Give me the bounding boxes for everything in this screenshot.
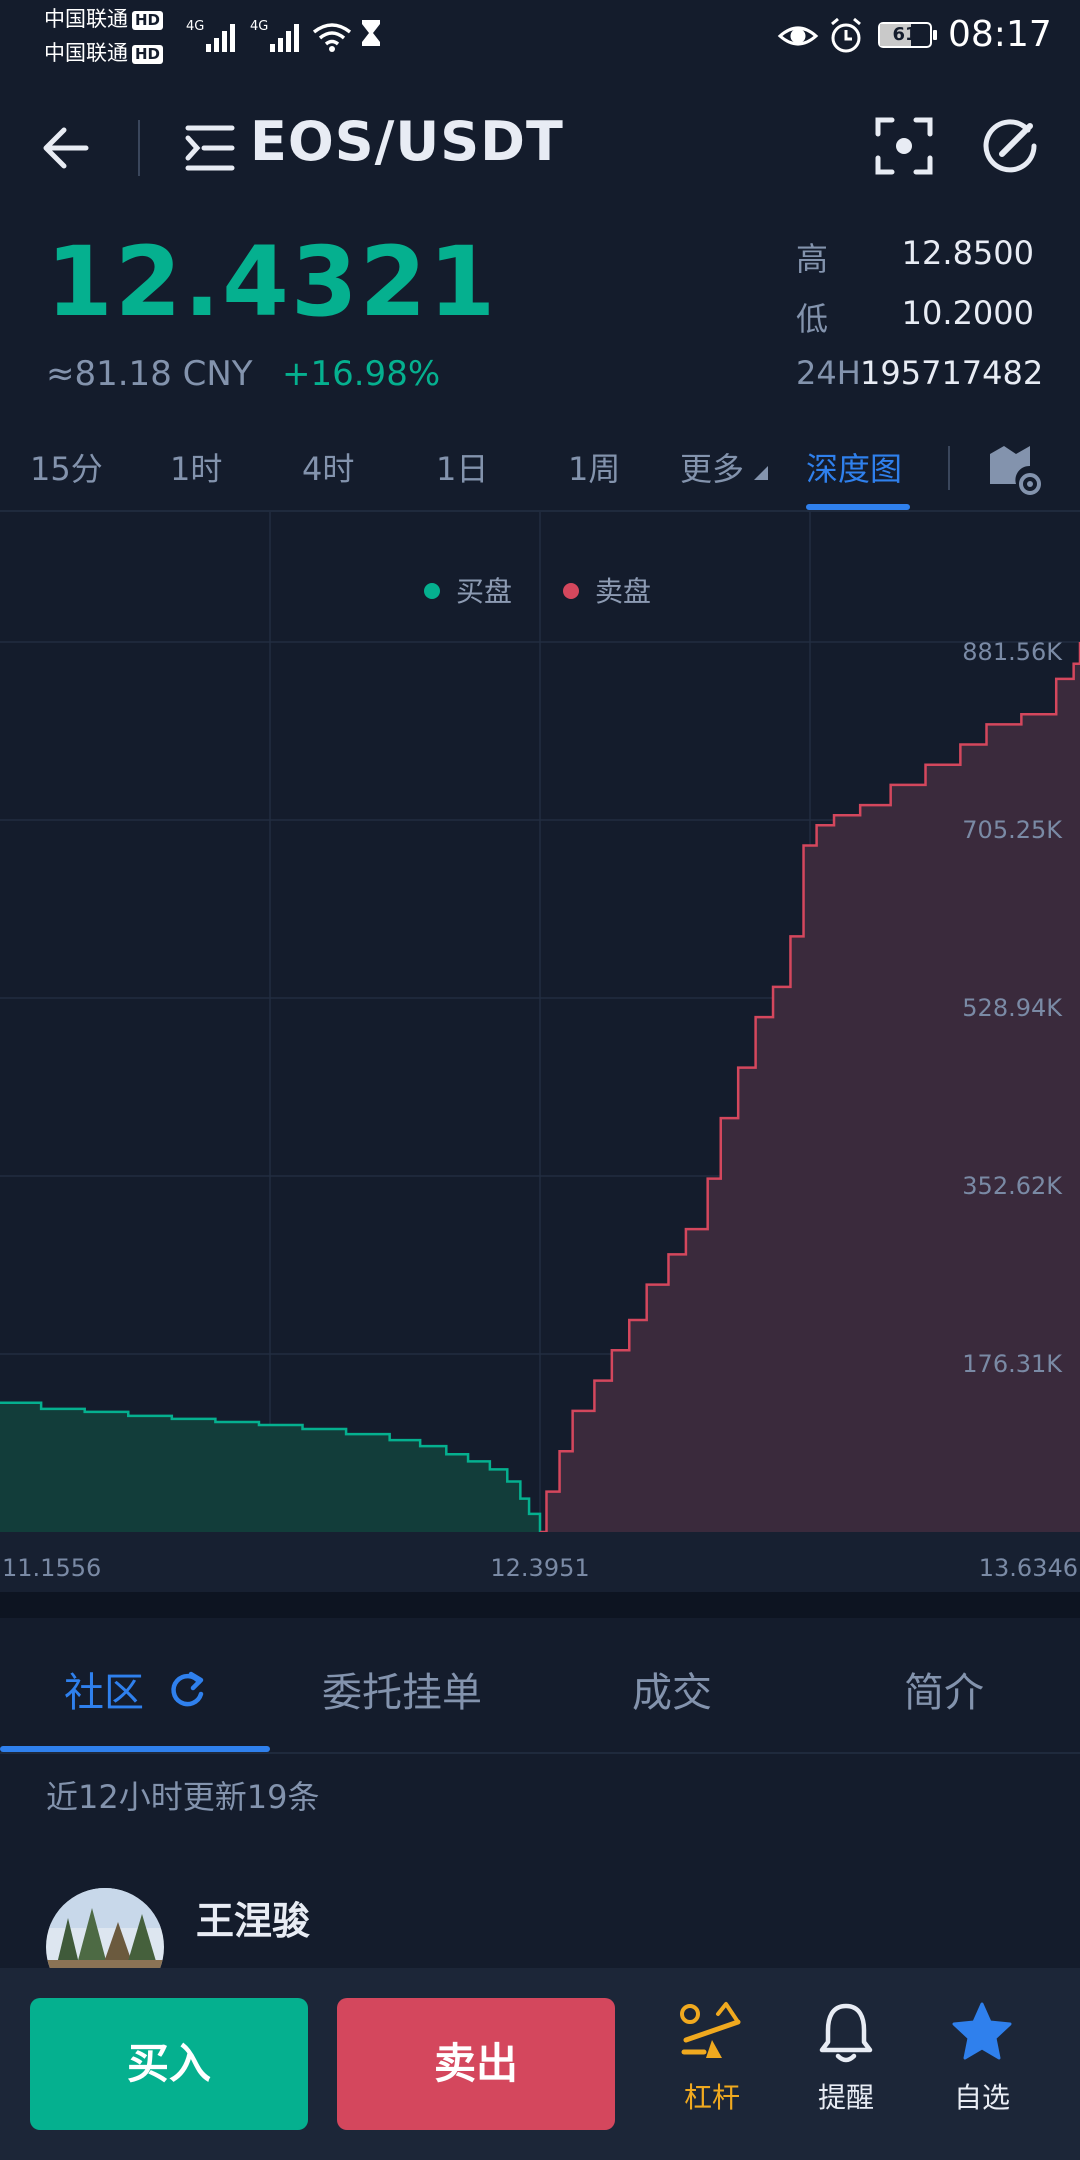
- section-separator: [0, 1592, 1080, 1618]
- triangle-down-icon: [754, 466, 769, 480]
- price-change: +16.98%: [282, 354, 441, 394]
- y-axis: 176.31K 352.62K 528.94K 705.25K 881.56K: [962, 638, 1063, 1378]
- tab-community-indicator: [0, 1746, 270, 1752]
- tab-depth-indicator: [806, 504, 910, 510]
- y-tick: 528.94K: [962, 994, 1063, 1022]
- x-axis: 11.1556 12.3951 13.6346: [2, 1554, 1078, 1582]
- tab-trades[interactable]: 成交: [632, 1670, 712, 1716]
- legend-sell-dot: [563, 583, 579, 599]
- tab-intro[interactable]: 简介: [904, 1670, 984, 1716]
- net-label-1: 4G: [186, 19, 204, 34]
- back-button[interactable]: [38, 118, 98, 178]
- post-author[interactable]: 王涅骏: [196, 1899, 311, 1943]
- high-value: 12.8500: [901, 234, 1034, 272]
- chart-settings-button[interactable]: [986, 440, 1042, 496]
- tab-1w[interactable]: 1周: [568, 450, 621, 488]
- update-note: 近12小时更新19条: [46, 1778, 320, 1816]
- depth-chart[interactable]: 买盘 卖盘 176.31K 352.62K 528.94K 705.25K 88…: [0, 512, 1080, 1592]
- carrier-name: 中国联通: [44, 41, 128, 65]
- tab-orders[interactable]: 委托挂单: [322, 1670, 482, 1716]
- hd-badge: HD: [132, 10, 164, 30]
- chart-settings-icon: [990, 446, 1041, 495]
- action-bar: 买入 卖出 杠杆 提醒 自选: [0, 1968, 1080, 2160]
- alert-button[interactable]: 提醒: [786, 2000, 906, 2130]
- tab-1h[interactable]: 1时: [170, 450, 223, 488]
- sell-depth-area: [540, 642, 1080, 1532]
- tab-15m[interactable]: 15分: [30, 450, 103, 488]
- buy-depth-line: [0, 1401, 542, 1532]
- battery-icon: 61: [878, 22, 932, 48]
- eye-icon: [777, 26, 819, 46]
- gauge-icon: [983, 119, 1037, 173]
- analysis-button[interactable]: [980, 116, 1040, 176]
- volume-value: 195717482: [860, 354, 1044, 392]
- screenshot-button[interactable]: [874, 116, 934, 176]
- clock: 08:17: [948, 14, 1052, 55]
- carrier-1: 中国联通 HD: [44, 4, 164, 34]
- legend-sell: 卖盘: [595, 575, 651, 608]
- pair-menu-button[interactable]: [184, 122, 236, 174]
- refresh-icon[interactable]: [167, 1670, 207, 1710]
- star-icon: [952, 2002, 1012, 2060]
- status-right-icons: [777, 17, 861, 53]
- y-tick: 352.62K: [962, 1172, 1063, 1200]
- leverage-label: 杠杆: [683, 2081, 740, 2114]
- tab-community[interactable]: 社区: [64, 1660, 207, 1718]
- sell-button[interactable]: 卖出: [337, 1998, 615, 2130]
- y-tick: 705.25K: [962, 816, 1063, 844]
- low-label: 低: [796, 300, 829, 338]
- arrow-left-icon: [43, 127, 89, 169]
- chart-legend: 买盘 卖盘: [424, 575, 651, 608]
- tab-community-label: 社区: [64, 1670, 144, 1716]
- low-value: 10.2000: [901, 294, 1034, 332]
- legend-buy: 买盘: [456, 575, 512, 608]
- carrier-2: 中国联通 HD: [44, 38, 164, 68]
- menu-list-icon: [185, 125, 235, 171]
- wifi-icon: [312, 23, 352, 46]
- pair-title[interactable]: EOS/USDT: [250, 110, 564, 173]
- alert-label: 提醒: [817, 2081, 874, 2114]
- price-cny: ≈81.18 CNY: [46, 354, 253, 394]
- y-tick: 176.31K: [962, 1350, 1063, 1378]
- buy-button[interactable]: 买入: [30, 1998, 308, 2130]
- hourglass-icon: [362, 20, 380, 46]
- bell-icon: [819, 2003, 873, 2063]
- alarm-icon: [831, 17, 861, 53]
- tab-more[interactable]: 更多: [680, 444, 769, 490]
- battery-level: 61: [892, 24, 918, 45]
- avatar-image: [46, 1888, 164, 1968]
- x-tick: 11.1556: [2, 1554, 101, 1582]
- header-divider: [138, 120, 140, 176]
- tab-more-label: 更多: [680, 450, 745, 488]
- tabs-bottom-divider: [0, 1752, 1080, 1754]
- scan-frame-icon: [875, 117, 933, 175]
- favorite-button[interactable]: 自选: [922, 2000, 1042, 2130]
- high-label: 高: [796, 240, 829, 278]
- signal-bars-1-icon: [206, 24, 235, 52]
- sell-depth-line: [540, 642, 1080, 1534]
- tabs-divider: [948, 446, 950, 490]
- carrier-name: 中国联通: [44, 7, 128, 31]
- tabs-underline: [0, 510, 1080, 512]
- tab-4h[interactable]: 4时: [302, 450, 355, 488]
- x-tick: 13.6346: [979, 1554, 1078, 1582]
- last-price: 12.4321: [46, 226, 498, 338]
- signal-icons: 4G 4G: [186, 19, 380, 52]
- avatar[interactable]: [46, 1888, 164, 1968]
- leverage-icon: [680, 2002, 741, 2058]
- tab-1d[interactable]: 1日: [436, 450, 489, 488]
- x-axis-band: [0, 1532, 1080, 1592]
- leverage-button[interactable]: 杠杆: [652, 2000, 772, 2130]
- status-bar: 中国联通 HD 中国联通 HD 4G 4G 61 08:17: [0, 0, 1080, 70]
- favorite-label: 自选: [953, 2081, 1010, 2114]
- y-tick: 881.56K: [962, 638, 1063, 666]
- volume-label: 24H: [796, 354, 861, 392]
- buy-depth-area: [0, 1402, 540, 1532]
- hd-badge: HD: [132, 44, 164, 64]
- net-label-2: 4G: [250, 19, 268, 34]
- tab-depth[interactable]: 深度图: [806, 450, 903, 488]
- signal-bars-2-icon: [270, 24, 299, 52]
- x-tick: 12.3951: [490, 1554, 589, 1582]
- legend-buy-dot: [424, 583, 440, 599]
